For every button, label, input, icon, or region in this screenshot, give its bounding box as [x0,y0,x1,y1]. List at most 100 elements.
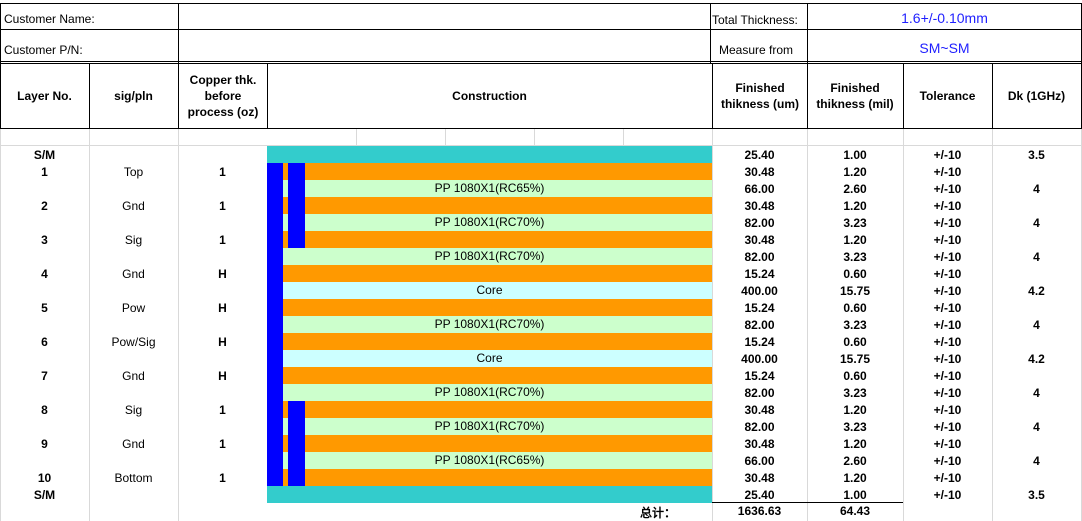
finished-mil-cell: 0.60 [843,267,867,281]
tolerance-cell: +/-10 [933,250,962,264]
dielectric-layer: PP 1080X1(RC70%) [267,248,712,265]
copper-cell: 1 [219,437,226,451]
copper-cell: 1 [219,471,226,485]
finished-mil-cell: 3.23 [843,216,867,230]
layer-no-cell [0,453,89,470]
solder-mask-layer [267,146,712,163]
blind-via-bottom-8-9 [288,401,305,486]
finished-um-cell: 82.00 [744,250,775,264]
through-via [267,163,283,486]
sig-pln-cell [89,487,178,504]
copper-cell: H [218,267,227,281]
finished-um-cell: 25.40 [744,148,775,162]
finished-mil-cell: 2.60 [843,454,867,468]
finished-mil-cell: 1.20 [843,233,867,247]
dielectric-layer: PP 1080X1(RC70%) [267,384,712,401]
copper-cell [178,147,267,164]
copper-layer [267,333,712,350]
copper-layer [267,367,712,384]
tolerance-cell: +/-10 [933,352,962,366]
sig-pln-cell: Bottom [114,471,153,485]
finished-mil-cell: 1.20 [843,471,867,485]
layer-no-cell [0,317,89,334]
dk-cell: 4 [1033,250,1040,264]
customer-pn-label: Customer P/N: [4,43,83,57]
finished-mil-cell: 0.60 [843,369,867,383]
dk-cell: 4.2 [1028,284,1045,298]
layer-no-cell [0,283,89,300]
header-sig-pln: sig/pln [114,89,153,103]
layer-no-cell: 4 [41,267,48,281]
dk-cell [992,334,1081,351]
finished-um-cell: 66.00 [744,182,775,196]
layer-no-cell: 10 [37,471,52,485]
layer-no-cell: 3 [41,233,48,247]
finished-mil-cell: 15.75 [839,284,871,298]
layer-no-cell [0,385,89,402]
dielectric-layer: PP 1080X1(RC70%) [267,316,712,333]
layer-no-cell: 2 [41,199,48,213]
blind-via-top-2-3 [288,163,305,248]
tolerance-cell: +/-10 [933,335,962,349]
sig-pln-cell: Pow [121,301,146,315]
customer-name-value[interactable] [182,12,707,28]
layer-no-cell [0,215,89,232]
total-thickness-label: Total Thickness: [712,13,798,27]
total-um: 1636.63 [737,504,782,518]
dk-cell [992,300,1081,317]
dk-cell: 4 [1033,318,1040,332]
dk-cell: 4 [1033,420,1040,434]
layer-no-cell: 6 [41,335,48,349]
tolerance-cell: +/-10 [933,284,962,298]
header-layer-no: Layer No. [17,89,72,103]
tolerance-cell: +/-10 [933,148,962,162]
sig-pln-cell [89,317,178,334]
header-finished-mil: Finished thikness (mil) [816,81,894,111]
finished-mil-cell: 3.23 [843,386,867,400]
copper-layer [267,469,712,486]
finished-um-cell: 15.24 [744,335,775,349]
finished-um-cell: 400.00 [741,284,778,298]
finished-um-cell: 25.40 [744,488,775,502]
header-copper-thickness: Copper thk. before process (oz) [187,73,259,119]
sig-pln-cell [89,249,178,266]
blind-via-bottom-9-10 [267,435,283,486]
finished-um-cell: 400.00 [741,352,778,366]
sig-pln-cell: Gnd [122,199,145,213]
tolerance-cell: +/-10 [933,437,962,451]
customer-pn-value[interactable] [182,43,707,59]
finished-um-cell: 30.48 [744,471,775,485]
dk-cell [992,232,1081,249]
finished-um-cell: 82.00 [744,420,775,434]
dk-cell [992,402,1081,419]
dk-cell [992,368,1081,385]
tolerance-cell: +/-10 [933,488,962,502]
copper-layer [267,435,712,452]
finished-um-cell: 66.00 [744,454,775,468]
dk-cell [992,198,1081,215]
copper-cell: H [218,301,227,315]
copper-cell: 1 [219,165,226,179]
total-mil: 64.43 [839,504,871,518]
tolerance-cell: +/-10 [933,318,962,332]
layer-no-cell: 5 [41,301,48,315]
copper-cell [178,385,267,402]
copper-cell [178,419,267,436]
finished-mil-cell: 1.20 [843,199,867,213]
sig-pln-cell [89,215,178,232]
finished-um-cell: 30.48 [744,165,775,179]
copper-cell [178,215,267,232]
finished-mil-cell: 3.23 [843,318,867,332]
copper-cell [178,317,267,334]
header-tolerance: Tolerance [919,89,976,103]
layer-no-cell: 9 [41,437,48,451]
tolerance-cell: +/-10 [933,233,962,247]
finished-mil-cell: 15.75 [839,352,871,366]
layer-no-cell [0,351,89,368]
dk-cell: 4 [1033,182,1040,196]
measure-from-label: Measure from [719,43,794,57]
finished-um-cell: 30.48 [744,403,775,417]
tolerance-cell: +/-10 [933,182,962,196]
layer-no-cell [0,249,89,266]
tolerance-cell: +/-10 [933,471,962,485]
